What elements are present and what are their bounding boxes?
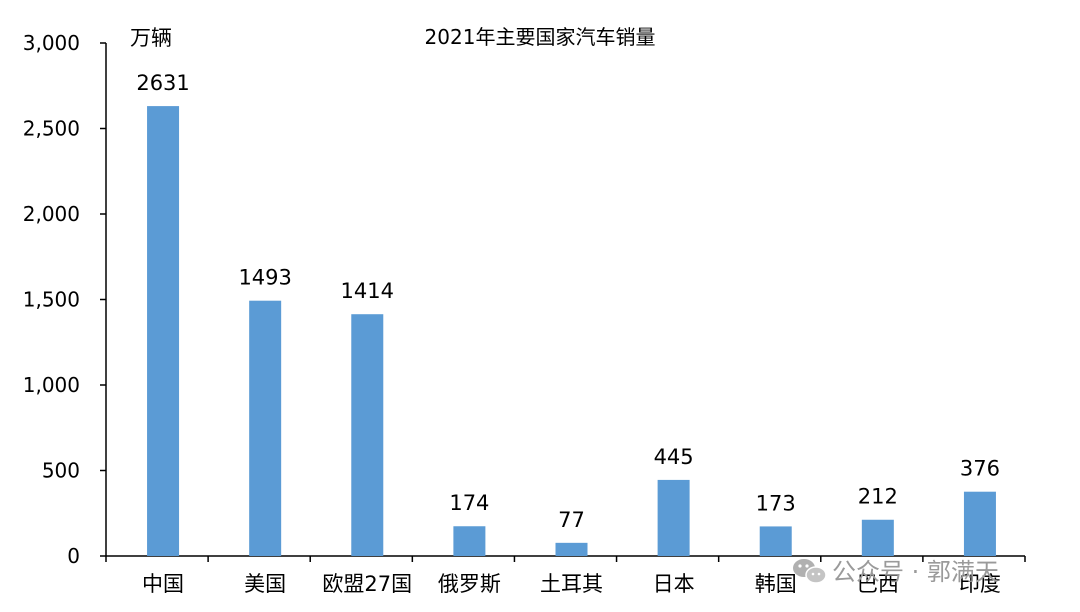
x-category-label: 俄罗斯 (438, 572, 501, 596)
bar (759, 526, 792, 556)
chart-title: 2021年主要国家汽车销量 (425, 25, 656, 49)
x-category-label: 韩国 (755, 572, 797, 596)
bar-value-label: 1493 (238, 266, 291, 290)
bar (657, 479, 690, 556)
y-tick-label: 2,000 (23, 202, 80, 226)
bar-value-label: 212 (858, 485, 898, 509)
bar-value-label: 1414 (341, 279, 394, 303)
watermark-text: 公众号 · 郭满天 (832, 558, 999, 586)
bar (453, 526, 486, 556)
data-labels: 2631 1493 1414 174 77 445 173 212 376 (136, 71, 1000, 532)
wechat-icon (793, 559, 827, 584)
x-category-label: 印度 (959, 572, 1001, 596)
bar-value-label: 2631 (136, 71, 189, 95)
bar (861, 519, 894, 556)
bar-value-label: 77 (558, 508, 585, 532)
y-axis-unit-label: 万辆 (130, 26, 172, 50)
y-tick-label: 500 (42, 459, 80, 483)
bar-value-label: 174 (449, 491, 489, 515)
x-category-label: 欧盟27国 (322, 572, 412, 596)
bar-value-label: 173 (756, 491, 796, 515)
y-tick-label: 1,500 (23, 288, 80, 312)
bar (351, 314, 384, 556)
bars (147, 106, 996, 556)
watermark: 公众号 · 郭满天 (793, 558, 999, 586)
x-category-label: 美国 (244, 572, 286, 596)
bar (555, 542, 588, 556)
x-category-label: 日本 (653, 572, 695, 596)
axes: 0 500 1,000 1,500 2,000 2,500 3,000 中国 美国 欧盟27国 俄罗… (23, 31, 1026, 596)
y-tick-label: 3,000 (23, 31, 80, 55)
y-tick-label: 1,000 (23, 373, 80, 397)
bar (147, 106, 180, 556)
x-category-label: 中国 (142, 572, 184, 596)
bar-value-label: 445 (654, 445, 694, 469)
y-tick-label: 2,500 (23, 117, 80, 141)
bar-value-label: 376 (960, 457, 1000, 481)
x-category-label: 土耳其 (540, 572, 603, 596)
x-category-label: 巴西 (857, 572, 899, 596)
bar (249, 300, 282, 556)
bar (963, 491, 996, 556)
y-tick-label: 0 (67, 544, 80, 568)
